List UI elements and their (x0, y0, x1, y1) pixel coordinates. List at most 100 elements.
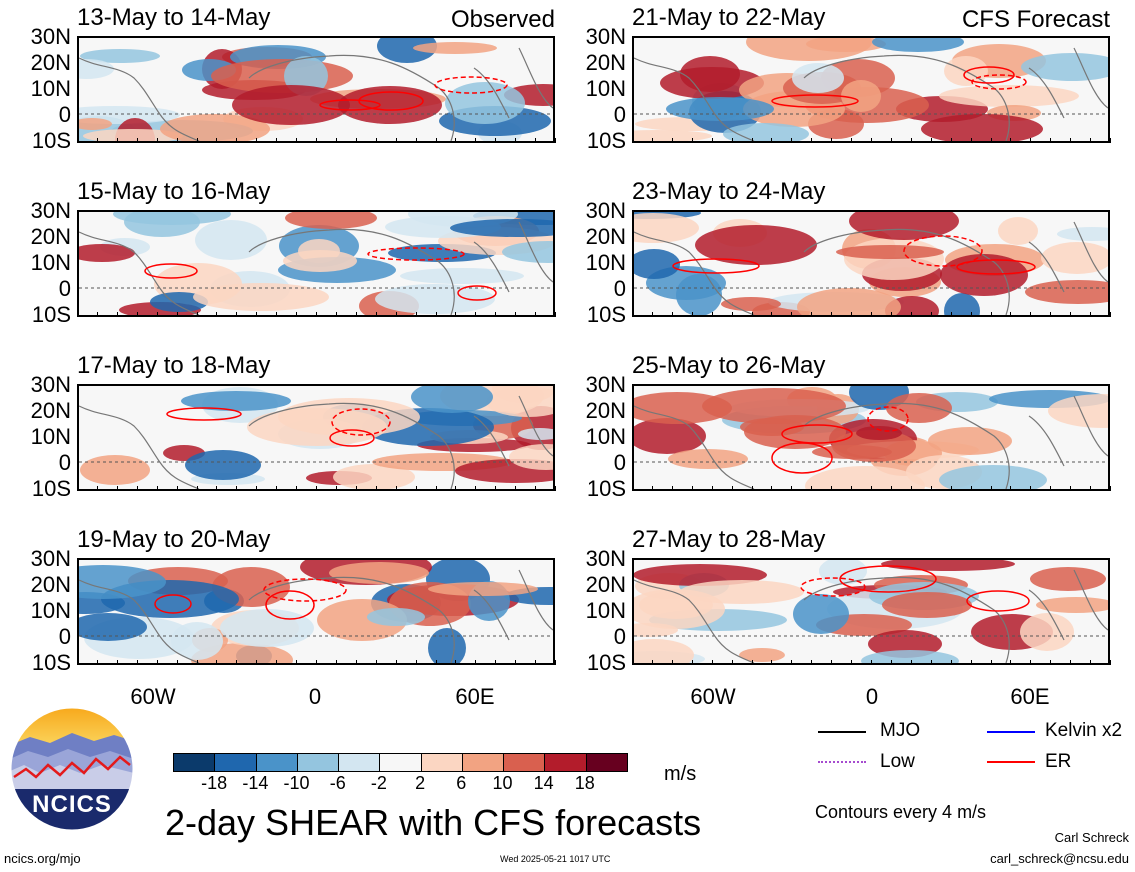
legend-low-label: Low (880, 751, 915, 772)
lat-label: 20N (585, 398, 626, 423)
lat-label: 10N (30, 250, 71, 275)
colorbar-swatch (545, 754, 587, 771)
axis-tick (77, 138, 78, 143)
axis-tick (376, 312, 377, 317)
axis-tick (336, 312, 337, 317)
panel-tag: CFS Forecast (961, 6, 1110, 33)
axis-tick (1010, 660, 1011, 665)
axis-tick (236, 486, 237, 491)
axis-tick (791, 486, 792, 491)
axis-tick (632, 486, 633, 491)
axis-tick (77, 486, 78, 491)
panel-title: 25-May to 26-May (632, 352, 826, 379)
lat-label: 30N (585, 24, 626, 49)
lat-label: 10N (30, 424, 71, 449)
axis-tick (535, 138, 536, 143)
axis-tick (157, 486, 158, 491)
axis-tick (911, 660, 912, 665)
shear-map (632, 558, 1110, 665)
axis-tick (712, 138, 713, 143)
axis-tick (871, 660, 872, 665)
axis-tick (632, 660, 633, 665)
axis-tick (336, 486, 337, 491)
axis-tick (495, 660, 496, 665)
axis-tick (851, 312, 852, 317)
axis-tick (771, 312, 772, 317)
axis-tick (436, 486, 437, 491)
axis-tick (455, 660, 456, 665)
lat-label: 30N (585, 198, 626, 223)
lat-label: 10S (586, 650, 626, 675)
axis-tick (732, 486, 733, 491)
axis-tick (911, 138, 912, 143)
axis-tick (216, 312, 217, 317)
axis-tick (652, 486, 653, 491)
lat-label: 20N (30, 50, 71, 75)
axis-tick (137, 138, 138, 143)
axis-tick (931, 138, 932, 143)
lon-label: 0 (865, 684, 879, 709)
axis-tick (672, 486, 673, 491)
axis-tick (336, 138, 337, 143)
lat-label: 20N (30, 224, 71, 249)
axis-tick (316, 660, 317, 665)
axis-tick (652, 660, 653, 665)
colorbar-swatch (297, 754, 340, 771)
axis-tick (991, 486, 992, 491)
axis-tick (752, 138, 753, 143)
footer-url[interactable]: ncics.org/mjo (4, 851, 81, 866)
axis-tick (991, 660, 992, 665)
axis-tick (296, 486, 297, 491)
axis-tick (236, 138, 237, 143)
axis-tick (692, 660, 693, 665)
axis-tick (356, 486, 357, 491)
lat-label: 10N (585, 598, 626, 623)
axis-tick (117, 138, 118, 143)
footer-timestamp: Wed 2025-05-21 1017 UTC (500, 854, 611, 864)
axis-tick (495, 138, 496, 143)
axis-tick (555, 486, 556, 491)
lat-label: 20N (30, 398, 71, 423)
axis-tick (117, 486, 118, 491)
lat-label: 10S (31, 650, 71, 675)
legend-er-line (987, 761, 1035, 763)
axis-tick (851, 138, 852, 143)
axis-tick (157, 312, 158, 317)
axis-tick (991, 312, 992, 317)
lat-label: 10S (31, 302, 71, 327)
axis-tick (672, 138, 673, 143)
axis-tick (732, 312, 733, 317)
axis-tick (276, 486, 277, 491)
panel-title: 17-May to 18-May (77, 352, 271, 379)
lon-label: 0 (308, 684, 322, 709)
axis-tick (256, 660, 257, 665)
ncics-logo: NCICS (10, 707, 134, 831)
axis-tick (771, 660, 772, 665)
lat-label: 0 (613, 276, 626, 301)
axis-tick (376, 660, 377, 665)
colorbar-swatch (215, 754, 257, 771)
axis-tick (396, 486, 397, 491)
footer-email[interactable]: carl_schreck@ncsu.edu (990, 851, 1129, 866)
lat-label: 0 (58, 450, 71, 475)
lon-label: 60E (455, 684, 495, 709)
axis-tick (236, 312, 237, 317)
main-title: 2-day SHEAR with CFS forecasts (165, 802, 702, 843)
axis-tick (97, 138, 98, 143)
axis-tick (436, 138, 437, 143)
panel-title: 13-May to 14-May (77, 4, 271, 31)
axis-tick (871, 312, 872, 317)
axis-tick (692, 312, 693, 317)
axis-tick (157, 138, 158, 143)
axis-tick (891, 486, 892, 491)
contour-note: Contours every 4 m/s (815, 802, 987, 822)
lat-label: 10N (585, 250, 626, 275)
axis-tick (436, 660, 437, 665)
lat-label: 20N (585, 224, 626, 249)
axis-tick (672, 312, 673, 317)
axis-tick (1110, 486, 1111, 491)
legend-er-label: ER (1045, 751, 1072, 772)
axis-tick (416, 138, 417, 143)
lat-label: 0 (613, 102, 626, 127)
axis-tick (276, 138, 277, 143)
